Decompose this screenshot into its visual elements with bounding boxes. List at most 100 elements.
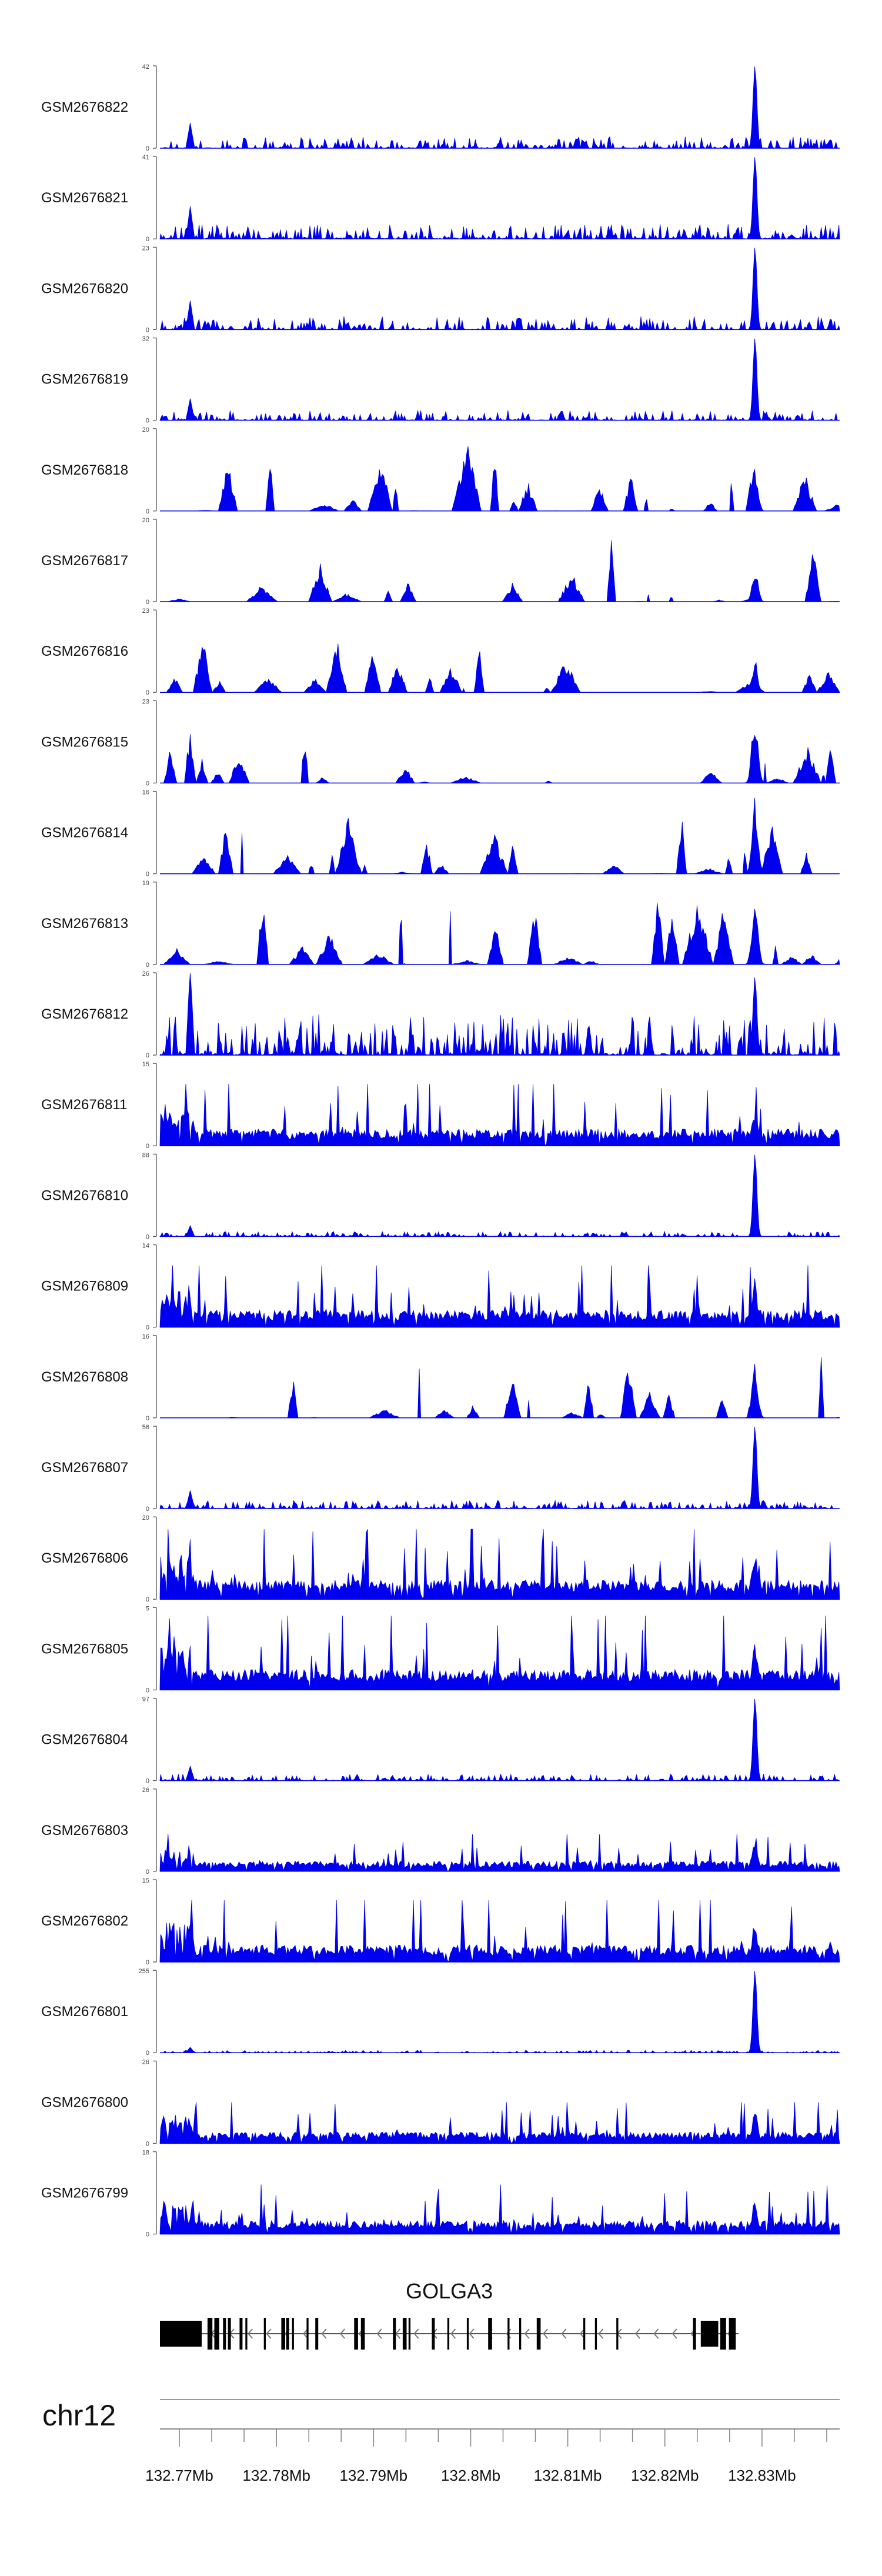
track-GSM2676814: GSM2676814 16 0: [41, 789, 840, 878]
track-ymin-label: 0: [146, 2050, 149, 2057]
strand-arrow-icon: [339, 2328, 345, 2339]
track-ymin-label: 0: [146, 2140, 149, 2147]
track-coverage-area: [159, 1154, 840, 1237]
track-name-label: GSM2676799: [41, 2185, 128, 2201]
axis-tick-label: 132.81Mb: [534, 2467, 602, 2484]
gene-exon: [360, 2318, 365, 2350]
strand-arrow-icon: [303, 2328, 309, 2339]
track-coverage-area: [159, 1834, 840, 1872]
axis-tick-label: 132.82Mb: [631, 2467, 699, 2484]
gene-exon: [228, 2318, 231, 2350]
track-GSM2676815: GSM2676815 23 0: [41, 698, 840, 787]
track-GSM2676821: GSM2676821 41 0: [41, 154, 840, 243]
track-name-label: GSM2676814: [41, 825, 128, 841]
track-coverage-area: [159, 66, 840, 149]
track-ymax-label: 255: [139, 1968, 149, 1975]
track-ymax-label: 20: [142, 1514, 149, 1521]
track-ymin-label: 0: [146, 145, 149, 152]
gene-exon: [616, 2318, 619, 2350]
track-ymax-label: 23: [142, 698, 149, 705]
track-ymax-label: 97: [142, 1696, 149, 1703]
gene-exon: [583, 2318, 586, 2350]
track-ymax-label: 41: [142, 154, 149, 161]
gene-exon: [245, 2318, 248, 2350]
gene-exon: [239, 2318, 243, 2350]
track-coverage-area: [159, 1427, 840, 1510]
gene-exon: [286, 2318, 289, 2350]
track-GSM2676820: GSM2676820 23 0: [41, 245, 840, 333]
track-ymax-label: 19: [142, 880, 149, 887]
gene-exon: [315, 2318, 319, 2350]
chromosome-label: chr12: [42, 2399, 116, 2432]
track-ymax-label: 15: [142, 1061, 149, 1068]
gene-exon: [207, 2318, 213, 2350]
track-ymax-label: 18: [142, 2150, 149, 2157]
track-name-label: GSM2676808: [41, 1369, 128, 1385]
gene-exon: [700, 2321, 719, 2347]
track-ymin-label: 0: [146, 1052, 149, 1059]
track-coverage-area: [159, 1699, 840, 1781]
track-coverage-area: [160, 734, 840, 784]
track-coverage-area: [159, 1529, 840, 1600]
track-name-label: GSM2676816: [41, 643, 128, 659]
gene-exon: [466, 2318, 469, 2350]
track-ymax-label: 42: [142, 64, 149, 71]
track-name-label: GSM2676807: [41, 1460, 128, 1476]
track-name-label: GSM2676804: [41, 1732, 128, 1748]
track-name-label: GSM2676819: [41, 372, 128, 388]
track-GSM2676816: GSM2676816 23 0: [41, 608, 840, 696]
gene-exon: [214, 2318, 219, 2350]
gene-exon: [488, 2318, 492, 2350]
track-GSM2676819: GSM2676819 32 0: [41, 336, 840, 425]
track-name-label: GSM2676809: [41, 1279, 128, 1294]
strand-arrow-icon: [524, 2328, 530, 2339]
gene-exon: [408, 2318, 411, 2350]
strand-arrow-icon: [376, 2328, 382, 2339]
track-GSM2676805: GSM2676805 5 0: [41, 1605, 840, 1694]
axis-tick-label: 132.79Mb: [339, 2467, 407, 2484]
track-coverage-area: [160, 643, 840, 693]
gene-exon: [160, 2321, 202, 2347]
gene-exon: [281, 2318, 285, 2350]
track-ymax-label: 23: [142, 245, 149, 252]
track-coverage-area: [160, 248, 840, 331]
track-ymax-label: 26: [142, 2058, 149, 2066]
genome-axis-track: chr12 132.77Mb 132.78Mb 132.79Mb 132.8Mb 132…: [42, 2399, 840, 2484]
track-GSM2676806: GSM2676806 20 0: [41, 1514, 840, 1603]
track-name-label: GSM2676801: [41, 2004, 128, 2020]
track-ymin-label: 0: [146, 871, 149, 878]
track-coverage-area: [160, 798, 840, 875]
track-ymax-label: 26: [142, 970, 149, 977]
track-ymin-label: 0: [146, 1959, 149, 1966]
track-ymax-label: 15: [142, 1877, 149, 1884]
track-ymin-label: 0: [146, 1506, 149, 1513]
track-coverage-area: [160, 902, 840, 966]
track-name-label: GSM2676815: [41, 734, 128, 750]
track-name-label: GSM2676805: [41, 1641, 128, 1657]
gene-name-label: GOLGA3: [406, 2279, 493, 2303]
coverage-tracks: GSM2676822420GSM2676821410GSM2676820230G…: [41, 64, 840, 2238]
track-ymin-label: 0: [146, 236, 149, 243]
track-ymin-label: 0: [146, 508, 149, 515]
strand-arrow-icon: [579, 2328, 585, 2339]
track-ymax-label: 5: [146, 1605, 149, 1612]
strand-arrow-icon: [653, 2328, 659, 2339]
gene-exon: [507, 2318, 510, 2350]
track-ymin-label: 0: [146, 962, 149, 969]
track-ymin-label: 0: [146, 780, 149, 787]
gene-exon: [223, 2318, 226, 2350]
track-ymin-label: 0: [146, 1415, 149, 1422]
gene-exon: [354, 2318, 358, 2350]
track-ymin-label: 0: [146, 418, 149, 425]
axis-tick-label: 132.83Mb: [728, 2467, 796, 2484]
track-GSM2676811: GSM2676811 15 0: [41, 1061, 840, 1150]
strand-arrow-icon: [561, 2328, 567, 2339]
track-name-label: GSM2676820: [41, 281, 128, 296]
gene-exon: [693, 2318, 696, 2350]
strand-arrow-icon: [469, 2328, 475, 2339]
track-ymax-label: 26: [142, 1787, 149, 1794]
track-name-label: GSM2676800: [41, 2094, 128, 2110]
track-coverage-area: [159, 1616, 840, 1690]
strand-arrow-icon: [321, 2328, 327, 2339]
